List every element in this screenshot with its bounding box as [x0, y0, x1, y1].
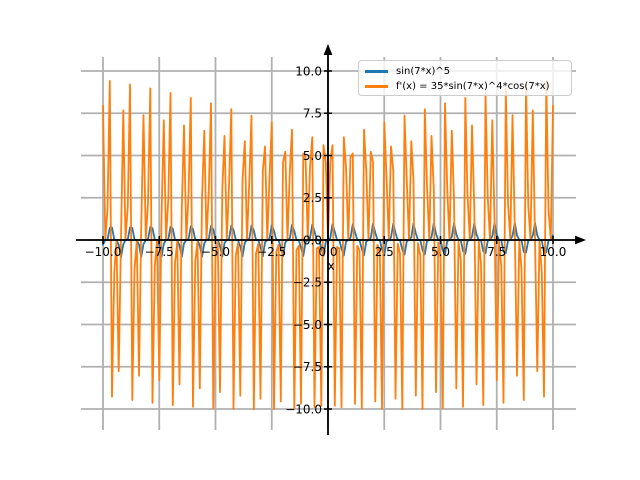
- x-tick-label: −7.5: [145, 245, 174, 259]
- y-tick-label: 2.5: [303, 191, 322, 205]
- y-tick-label: 10.0: [295, 64, 322, 78]
- legend-label-derivative: f'(x) = 35*sin(7*x)^4*cos(7*x): [396, 80, 550, 92]
- x-tick-label: 7.5: [487, 245, 506, 259]
- legend-line-sample-blue: [365, 70, 388, 73]
- y-tick-label: −10.0: [285, 402, 322, 416]
- x-tick-label: −10.0: [85, 245, 122, 259]
- legend-label-sin: sin(7*x)^5: [396, 65, 451, 77]
- x-tick-label: 0.0: [318, 245, 337, 259]
- legend: sin(7*x)^5 f'(x) = 35*sin(7*x)^4*cos(7*x…: [358, 60, 572, 96]
- x-tick-label: −5.0: [201, 245, 230, 259]
- x-tick-label: 2.5: [375, 245, 394, 259]
- x-axis-title: x: [327, 259, 334, 273]
- y-tick-label: −2.5: [293, 276, 322, 290]
- x-tick-label: 5.0: [431, 245, 450, 259]
- x-tick-label: 10.0: [540, 245, 567, 259]
- y-axis-arrowhead-icon: [323, 44, 333, 55]
- y-tick-label: 0.0: [303, 233, 322, 247]
- y-tick-label: −5.0: [293, 318, 322, 332]
- y-tick-label: 5.0: [303, 149, 322, 163]
- x-tick-label: −2.5: [257, 245, 286, 259]
- x-axis-arrowhead-icon: [575, 235, 586, 245]
- y-tick-label: 7.5: [303, 107, 322, 121]
- legend-item-derivative: f'(x) = 35*sin(7*x)^4*cos(7*x): [365, 79, 565, 94]
- legend-item-sin: sin(7*x)^5: [365, 64, 565, 79]
- y-tick-label: −7.5: [293, 360, 322, 374]
- legend-line-sample-orange: [365, 85, 388, 88]
